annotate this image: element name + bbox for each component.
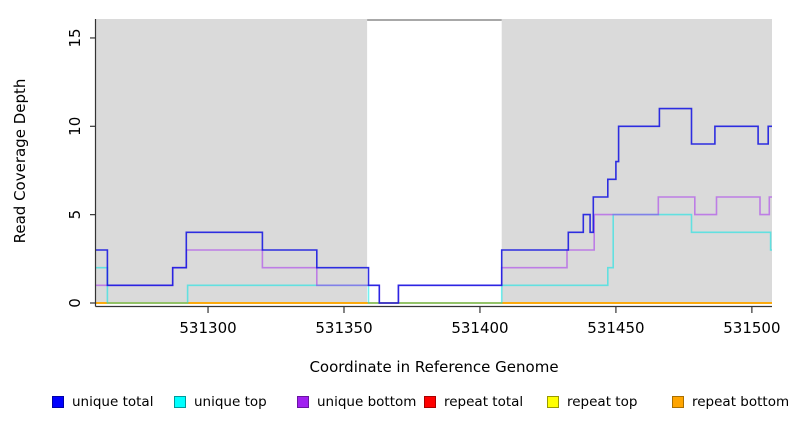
legend-swatch bbox=[424, 396, 436, 408]
y-axis-title: Read Coverage Depth bbox=[11, 79, 29, 244]
legend-label: unique bottom bbox=[317, 394, 417, 410]
legend-swatch bbox=[547, 396, 559, 408]
legend-swatch bbox=[672, 396, 684, 408]
legend-item-unique-top: unique top bbox=[174, 394, 267, 410]
legend-label: unique total bbox=[72, 394, 154, 410]
x-tick-label: 531500 bbox=[723, 319, 780, 337]
legend-label: repeat top bbox=[567, 394, 638, 410]
series-line-unique-top bbox=[96, 213, 772, 304]
x-tick-label: 531300 bbox=[179, 319, 236, 337]
y-tick-label: 15 bbox=[66, 28, 84, 47]
legend-item-unique-total: unique total bbox=[52, 394, 153, 410]
legend-label: repeat total bbox=[444, 394, 524, 410]
series-line-unique-total bbox=[96, 107, 772, 304]
y-tick-label: 10 bbox=[66, 117, 84, 136]
y-tick-label: 0 bbox=[66, 298, 84, 308]
x-axis-title: Coordinate in Reference Genome bbox=[309, 358, 558, 376]
unshaded-region bbox=[367, 19, 502, 304]
legend-item-repeat-top: repeat top bbox=[547, 394, 637, 410]
legend: unique total unique top unique bottom repea… bbox=[0, 394, 792, 418]
legend-label: unique top bbox=[194, 394, 267, 410]
legend-label: repeat bottom bbox=[692, 394, 790, 410]
legend-item-repeat-bottom: repeat bottom bbox=[672, 394, 789, 410]
legend-swatch bbox=[297, 396, 309, 408]
x-tick-label: 531450 bbox=[587, 319, 644, 337]
coverage-chart: 0 5 10 15 531300 531350 531400 531450 531500 Coo… bbox=[11, 19, 781, 376]
legend-swatch bbox=[52, 396, 64, 408]
y-tick-label: 5 bbox=[66, 210, 84, 220]
x-tick-label: 531350 bbox=[315, 319, 372, 337]
x-tick-label: 531400 bbox=[451, 319, 508, 337]
legend-item-unique-bottom: unique bottom bbox=[297, 394, 416, 410]
legend-swatch bbox=[174, 396, 186, 408]
series-line-unique-bottom bbox=[96, 196, 772, 304]
legend-item-repeat-total: repeat total bbox=[424, 394, 523, 410]
